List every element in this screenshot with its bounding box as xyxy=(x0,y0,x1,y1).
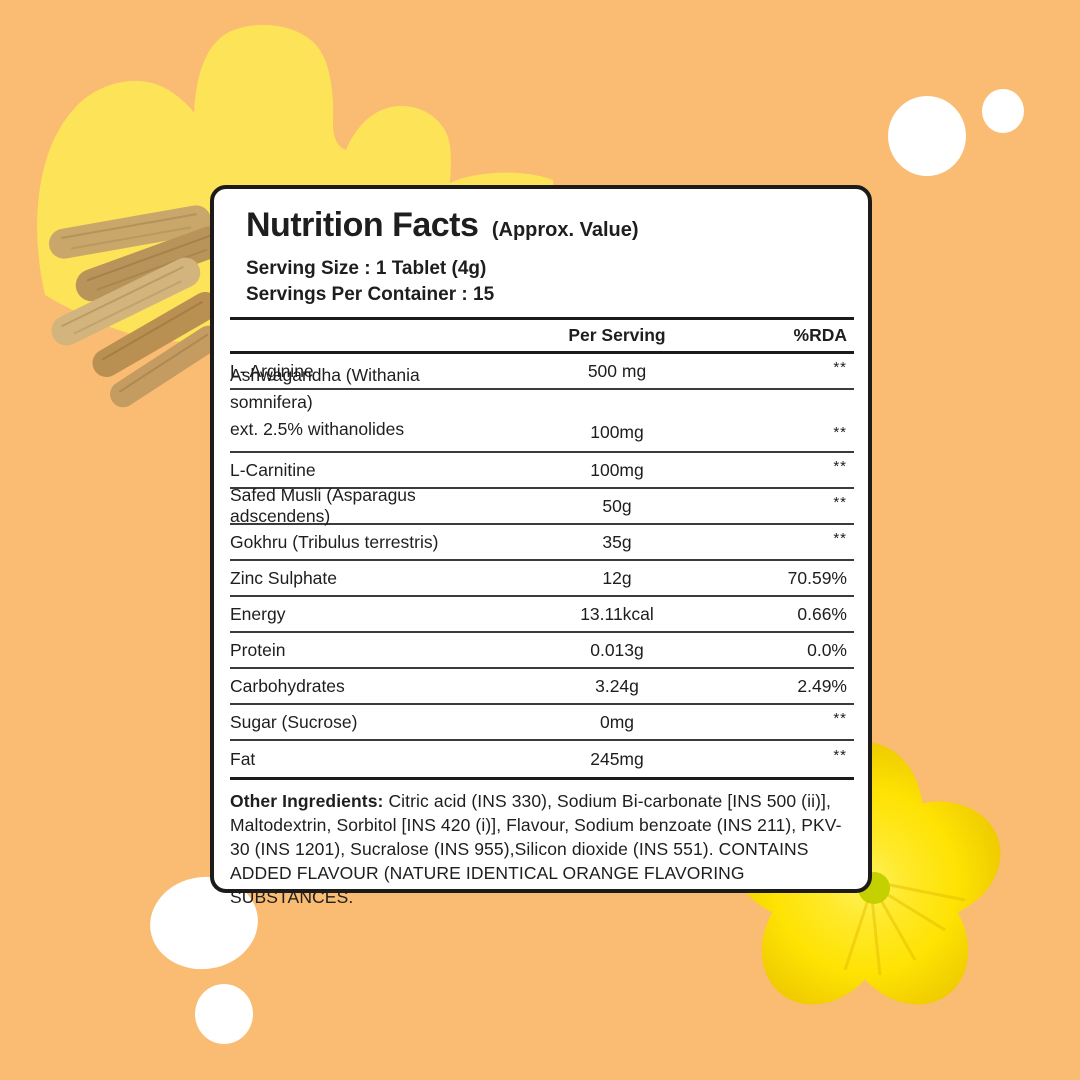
circle-top-right-large xyxy=(888,96,966,176)
table-row: Fat 245mg ** xyxy=(230,741,854,777)
divider xyxy=(230,351,854,354)
row-rda: ** xyxy=(833,358,847,376)
row-value: 13.11kcal xyxy=(580,603,654,624)
white-circle-decorations xyxy=(150,89,1024,1044)
divider xyxy=(230,777,854,780)
table-row: Protein 0.013g 0.0% xyxy=(230,633,854,669)
row-rda: ** xyxy=(833,529,847,547)
row-value: 0mg xyxy=(599,711,635,732)
row-label: Fat xyxy=(230,748,256,769)
other-ingredients: Other Ingredients: Citric acid (INS 330)… xyxy=(230,789,854,909)
row-value: 3.24g xyxy=(595,675,639,696)
row-label: Ashwagandha (Withania somnifera) ext. 2.… xyxy=(230,365,420,439)
table-row: Ashwagandha (Withania somnifera) ext. 2.… xyxy=(230,365,854,453)
column-header-rda: %RDA xyxy=(793,325,847,345)
divider xyxy=(230,317,854,320)
other-ingredients-label: Other Ingredients: xyxy=(230,791,384,811)
nutrition-facts-card: Nutrition Facts (Approx. Value) Serving … xyxy=(210,185,872,907)
column-header-per-serving: Per Serving xyxy=(568,325,666,345)
circle-bottom-left-small xyxy=(195,984,253,1044)
table-row: L-Carnitine 100mg ** xyxy=(230,453,854,489)
card-title-suffix: (Approx. Value) xyxy=(491,219,639,241)
row-value: 500 mg xyxy=(587,360,647,381)
row-label: L- Arginine xyxy=(230,360,314,381)
row-rda: ** xyxy=(833,493,847,511)
servings-per-container: Servings Per Container : 15 xyxy=(246,284,495,305)
table-row: Gokhru (Tribulus terrestris) 35g ** xyxy=(230,525,854,561)
circle-top-right-small xyxy=(982,89,1024,133)
row-label: Carbohydrates xyxy=(230,675,345,696)
row-label: L-Carnitine xyxy=(230,459,316,480)
row-rda: ** xyxy=(833,709,847,727)
nutrition-rows: L- Arginine 500 mg ** Ashwagandha (Withania… xyxy=(230,354,854,777)
row-rda: 70.59% xyxy=(787,567,847,588)
other-ingredients-text: Citric acid (INS 330), Sodium Bi-carbona… xyxy=(230,791,842,907)
circle-bottom-left-large xyxy=(150,876,258,970)
serving-size: Serving Size : 1 Tablet (4g) xyxy=(246,258,487,279)
row-rda: ** xyxy=(833,424,847,441)
table-row: Safed Musli (Asparagus adscendens) 50g ** xyxy=(230,485,854,526)
row-value: 50g xyxy=(602,495,632,516)
card-header: Nutrition Facts (Approx. Value) Serving … xyxy=(230,206,854,308)
row-rda: 0.66% xyxy=(797,603,847,624)
row-value: 245mg xyxy=(590,748,644,769)
row-rda: ** xyxy=(833,457,847,475)
row-label: Protein xyxy=(230,639,286,660)
row-label: Safed Musli (Asparagus adscendens) xyxy=(230,485,416,526)
table-row: Zinc Sulphate 12g 70.59% xyxy=(230,561,854,597)
row-label: Zinc Sulphate xyxy=(230,567,338,588)
ashwagandha-roots-illustration xyxy=(49,205,227,408)
row-value: 100mg xyxy=(590,422,644,442)
table-row: Energy 13.11kcal 0.66% xyxy=(230,597,854,633)
row-label: Gokhru (Tribulus terrestris) xyxy=(230,531,439,552)
table-column-headers: Per Serving %RDA xyxy=(230,320,854,351)
row-rda: ** xyxy=(833,746,847,764)
row-rda: 2.49% xyxy=(797,675,847,696)
row-value: 35g xyxy=(602,531,632,552)
row-value: 100mg xyxy=(590,459,644,480)
table-row: L- Arginine 500 mg ** xyxy=(230,354,854,390)
row-label: Energy xyxy=(230,603,286,624)
row-value: 12g xyxy=(602,567,632,588)
table-row: Sugar (Sucrose) 0mg ** xyxy=(230,705,854,741)
row-rda: 0.0% xyxy=(807,639,847,660)
card-title: Nutrition Facts xyxy=(246,206,479,244)
row-label: Sugar (Sucrose) xyxy=(230,711,358,732)
row-value: 0.013g xyxy=(590,639,644,660)
table-row: Carbohydrates 3.24g 2.49% xyxy=(230,669,854,705)
